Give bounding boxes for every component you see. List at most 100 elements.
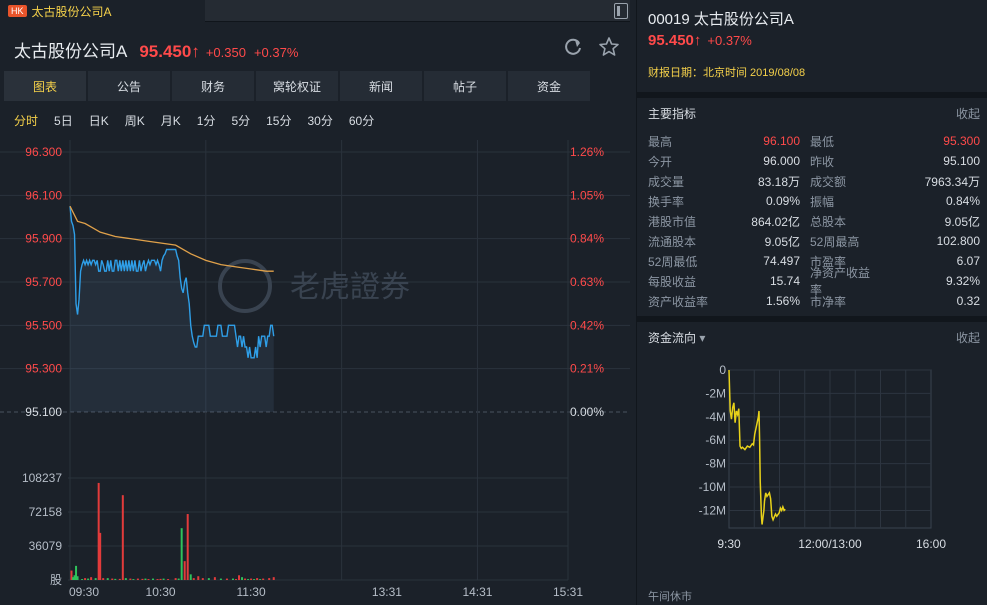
metrics-table: 最高 96.100 最低 95.300 今开 96.000 昨收 95.100 成交量 83.18… — [648, 131, 980, 311]
period-1min[interactable]: 1分 — [196, 114, 216, 128]
intraday-chart[interactable]: 96.300 1.26% 96.100 1.05% 95.900 0.84% 95.700 0… — [0, 140, 630, 605]
market-status: 午间休市 — [648, 591, 692, 603]
metric-label: 昨收 — [810, 154, 835, 169]
tab-bar: HK 太古股份公司A — [0, 0, 630, 22]
flow-time-label: 9:30 — [717, 537, 741, 551]
metric-value: 83.18万 — [757, 174, 800, 189]
pct-tick-label: 1.05% — [570, 188, 604, 202]
volume-bar — [244, 578, 247, 580]
volume-bar — [97, 482, 100, 580]
volume-bar — [152, 578, 154, 580]
pct-tick-label: 0.00% — [570, 405, 604, 419]
volume-bar — [159, 578, 162, 580]
nav-posts[interactable]: 帖子 — [424, 71, 506, 101]
volume-bar — [124, 578, 127, 580]
metric-value: 7963.34万 — [924, 174, 980, 189]
volume-bar — [162, 578, 165, 580]
metric-value: 1.56% — [765, 294, 800, 308]
volume-bar — [213, 577, 216, 580]
metric-value: 74.497 — [763, 254, 800, 268]
metric-row: 换手率 0.09% 振幅 0.84% — [648, 191, 980, 211]
volume-bar — [238, 575, 241, 580]
panel-toggle-icon[interactable] — [614, 3, 628, 19]
period-5min[interactable]: 5分 — [231, 114, 251, 128]
metric-value: 95.300 — [943, 134, 980, 148]
metric-label: 换手率 — [648, 194, 685, 209]
refresh-icon[interactable] — [562, 36, 584, 58]
period-15min[interactable]: 15分 — [266, 114, 292, 128]
flow-tick-label: -8M — [705, 457, 726, 471]
volume-bar — [111, 578, 114, 580]
volume-bar — [121, 495, 124, 580]
tab-stock[interactable]: HK 太古股份公司A — [0, 0, 205, 22]
nav-news[interactable]: 新闻 — [340, 71, 422, 101]
volume-bar — [132, 579, 135, 580]
section-nav: 图表 公告 财务 窝轮权证 新闻 帖子 资金 — [4, 71, 630, 103]
nav-capital[interactable]: 资金 — [508, 71, 590, 101]
metric-label: 最高 — [648, 134, 673, 149]
price-tick-label: 95.500 — [25, 318, 62, 332]
volume-bar — [84, 578, 87, 580]
flow-collapse-button[interactable]: 收起 — [955, 331, 980, 345]
nav-warrants[interactable]: 窝轮权证 — [256, 71, 338, 101]
divider — [637, 92, 987, 98]
metric-row: 流通股本 9.05亿 52周最高 102.800 — [648, 231, 980, 251]
price-tick-label: 95.300 — [25, 362, 62, 376]
flow-time-label: 16:00 — [916, 537, 946, 551]
volume-tick-label: 108237 — [22, 471, 62, 485]
volume-bar — [259, 579, 262, 580]
volume-bar — [183, 561, 186, 580]
metric-value: 864.02亿 — [751, 214, 800, 229]
flow-tick-label: -12M — [699, 503, 726, 517]
metric-row: 成交量 83.18万 成交额 7963.34万 — [648, 171, 980, 191]
volume-bar — [147, 579, 150, 580]
market-badge: HK — [8, 5, 27, 17]
metric-label: 成交额 — [810, 174, 847, 189]
metric-label: 振幅 — [810, 194, 835, 209]
volume-bar — [73, 575, 76, 580]
volume-bar — [72, 577, 75, 580]
flow-tick-label: -6M — [705, 433, 726, 447]
price-change: +0.350 — [205, 45, 246, 60]
metrics-collapse-button[interactable]: 收起 — [955, 107, 980, 121]
stock-code: 00019 — [648, 11, 690, 28]
period-daily[interactable]: 日K — [88, 114, 109, 128]
volume-bar — [272, 577, 275, 580]
detail-header: 00019 太古股份公司A 95.450↑ +0.37% 财报日期：北京时间 2… — [637, 0, 987, 92]
period-60min[interactable]: 60分 — [348, 114, 375, 128]
volume-bar — [256, 578, 259, 580]
volume-bar — [81, 579, 84, 580]
metric-label: 资产收益率 — [648, 294, 709, 309]
period-weekly[interactable]: 周K — [124, 114, 145, 128]
average-line — [69, 205, 274, 272]
metric-row: 最高 96.100 最低 95.300 — [648, 131, 980, 151]
volume-bar — [241, 577, 244, 580]
nav-announcements[interactable]: 公告 — [88, 71, 170, 101]
volume-bar — [136, 578, 139, 580]
metric-value: 0.09% — [765, 194, 800, 208]
period-monthly[interactable]: 月K — [160, 114, 181, 128]
volume-bar — [177, 578, 180, 580]
volume-bar — [201, 578, 204, 580]
metric-label: 成交量 — [648, 174, 685, 189]
volume-bar — [144, 578, 147, 580]
metric-value: 96.100 — [763, 134, 800, 148]
period-intraday[interactable]: 分时 — [14, 114, 39, 128]
metric-value: 9.05亿 — [944, 214, 980, 229]
metric-label: 净资产收益率 — [810, 266, 871, 297]
flow-title-button[interactable]: 资金流向 ▾ — [648, 329, 705, 346]
up-arrow-icon: ↑ — [191, 42, 200, 61]
star-icon[interactable] — [598, 36, 620, 58]
volume-bar — [102, 578, 105, 580]
period-5day[interactable]: 5日 — [54, 114, 73, 128]
metric-value: 0.84% — [945, 194, 980, 208]
volume-bar — [141, 578, 144, 580]
nav-financials[interactable]: 财务 — [172, 71, 254, 101]
nav-chart[interactable]: 图表 — [4, 71, 86, 101]
period-30min[interactable]: 30分 — [307, 114, 333, 128]
divider — [637, 316, 987, 322]
time-tick-label: 13:31 — [372, 585, 402, 599]
metrics-header: 主要指标 收起 — [648, 105, 980, 122]
tab-title: 太古股份公司A — [31, 4, 112, 19]
volume-bar — [268, 578, 271, 580]
